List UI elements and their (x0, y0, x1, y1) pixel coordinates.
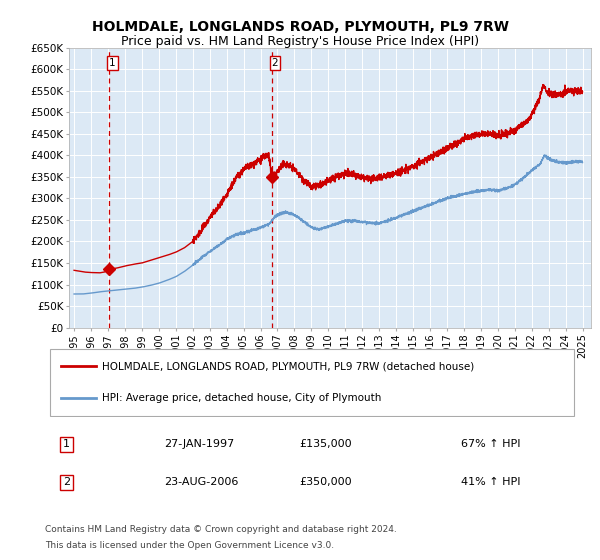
Text: HPI: Average price, detached house, City of Plymouth: HPI: Average price, detached house, City… (101, 393, 381, 403)
Text: Contains HM Land Registry data © Crown copyright and database right 2024.: Contains HM Land Registry data © Crown c… (45, 525, 397, 534)
Text: HOLMDALE, LONGLANDS ROAD, PLYMOUTH, PL9 7RW (detached house): HOLMDALE, LONGLANDS ROAD, PLYMOUTH, PL9 … (101, 361, 474, 371)
Text: £350,000: £350,000 (299, 478, 352, 488)
Text: HOLMDALE, LONGLANDS ROAD, PLYMOUTH, PL9 7RW: HOLMDALE, LONGLANDS ROAD, PLYMOUTH, PL9 … (91, 20, 509, 34)
FancyBboxPatch shape (50, 349, 574, 416)
Text: 1: 1 (63, 439, 70, 449)
Text: 41% ↑ HPI: 41% ↑ HPI (461, 478, 520, 488)
Text: 67% ↑ HPI: 67% ↑ HPI (461, 439, 520, 449)
Text: 1: 1 (109, 58, 116, 68)
Text: 27-JAN-1997: 27-JAN-1997 (164, 439, 234, 449)
Text: Price paid vs. HM Land Registry's House Price Index (HPI): Price paid vs. HM Land Registry's House … (121, 35, 479, 48)
Text: 2: 2 (272, 58, 278, 68)
Text: This data is licensed under the Open Government Licence v3.0.: This data is licensed under the Open Gov… (45, 542, 334, 550)
Text: £135,000: £135,000 (299, 439, 352, 449)
Text: 2: 2 (63, 478, 70, 488)
Text: 23-AUG-2006: 23-AUG-2006 (164, 478, 238, 488)
